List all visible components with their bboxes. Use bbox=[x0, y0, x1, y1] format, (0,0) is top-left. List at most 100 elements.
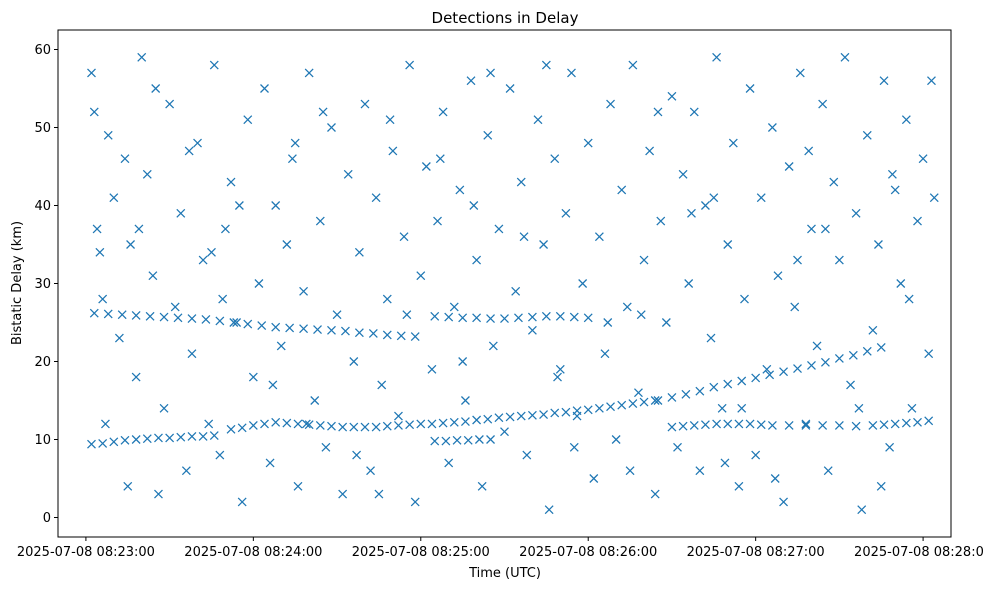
data-point bbox=[198, 431, 208, 441]
data-point bbox=[834, 421, 844, 430]
data-point bbox=[204, 419, 214, 429]
data-point bbox=[349, 422, 359, 432]
data-point bbox=[734, 481, 744, 491]
data-point bbox=[913, 417, 922, 427]
data-point bbox=[611, 435, 621, 444]
data-point bbox=[103, 309, 113, 319]
data-point bbox=[879, 420, 889, 430]
data-point bbox=[368, 328, 378, 338]
data-point bbox=[89, 107, 99, 117]
y-tick-label: 0 bbox=[43, 511, 51, 526]
data-point bbox=[469, 201, 479, 210]
data-point bbox=[639, 255, 649, 265]
data-point bbox=[198, 255, 208, 265]
data-point bbox=[617, 185, 627, 195]
data-point bbox=[396, 331, 406, 341]
data-point bbox=[653, 396, 663, 405]
data-point bbox=[514, 313, 523, 323]
data-point bbox=[315, 421, 325, 430]
data-point bbox=[248, 372, 258, 382]
data-point bbox=[840, 52, 850, 62]
data-point bbox=[486, 68, 495, 78]
data-point bbox=[594, 403, 604, 413]
data-point bbox=[176, 208, 186, 218]
data-point bbox=[430, 436, 440, 446]
data-point bbox=[756, 193, 766, 203]
data-point bbox=[678, 421, 688, 431]
data-point bbox=[338, 422, 348, 432]
data-point bbox=[159, 312, 169, 322]
data-point bbox=[154, 489, 163, 499]
data-point bbox=[402, 310, 412, 320]
data-point bbox=[452, 435, 462, 445]
data-point bbox=[315, 216, 325, 226]
data-point bbox=[767, 421, 777, 430]
x-tick-label: 2025-07-08 08:24:00 bbox=[184, 545, 322, 560]
data-point bbox=[600, 349, 610, 359]
data-point bbox=[555, 364, 565, 374]
data-point bbox=[818, 99, 828, 109]
data-point bbox=[134, 224, 144, 234]
data-point bbox=[209, 60, 219, 70]
data-point bbox=[762, 364, 772, 374]
data-point bbox=[851, 421, 861, 431]
data-point bbox=[868, 325, 878, 335]
data-point bbox=[265, 458, 275, 468]
data-point bbox=[282, 418, 292, 428]
data-point bbox=[145, 311, 155, 321]
x-tick-label: 2025-07-08 08:27:00 bbox=[687, 545, 825, 560]
data-point bbox=[773, 271, 783, 281]
data-point bbox=[382, 330, 392, 340]
data-point bbox=[374, 489, 384, 499]
data-point bbox=[159, 403, 169, 413]
data-point bbox=[823, 466, 833, 476]
data-point bbox=[734, 419, 744, 429]
data-point bbox=[569, 312, 579, 322]
data-point bbox=[123, 481, 133, 491]
data-point bbox=[848, 350, 858, 360]
data-point bbox=[767, 123, 777, 132]
data-point bbox=[857, 505, 867, 515]
data-point bbox=[131, 311, 141, 320]
data-point bbox=[142, 434, 152, 444]
data-point bbox=[740, 294, 749, 304]
data-point bbox=[460, 417, 470, 427]
data-point bbox=[717, 403, 727, 413]
data-point bbox=[667, 392, 677, 402]
data-point bbox=[477, 481, 487, 491]
data-point bbox=[343, 169, 353, 179]
data-point bbox=[834, 255, 844, 265]
data-point bbox=[505, 84, 515, 93]
data-point bbox=[268, 380, 278, 390]
data-point bbox=[712, 52, 722, 62]
data-point bbox=[737, 403, 747, 413]
data-point bbox=[927, 76, 936, 86]
data-point bbox=[684, 279, 694, 288]
data-point bbox=[472, 313, 482, 323]
data-point bbox=[352, 450, 362, 460]
data-point bbox=[441, 436, 451, 446]
data-point bbox=[449, 302, 459, 312]
data-point bbox=[405, 420, 415, 430]
data-point bbox=[458, 313, 468, 323]
data-point bbox=[207, 247, 216, 257]
data-point bbox=[645, 146, 655, 156]
data-point bbox=[516, 177, 526, 187]
data-point bbox=[628, 399, 638, 409]
data-point bbox=[327, 325, 336, 335]
data-point bbox=[681, 389, 691, 399]
data-point bbox=[340, 326, 350, 336]
data-point bbox=[712, 419, 722, 429]
data-point bbox=[687, 208, 696, 218]
data-point bbox=[553, 372, 562, 382]
data-point bbox=[310, 396, 320, 405]
data-point bbox=[220, 224, 230, 234]
data-point bbox=[304, 420, 314, 430]
data-point bbox=[405, 60, 415, 70]
data-point bbox=[444, 458, 454, 468]
data-point bbox=[918, 154, 928, 164]
data-point bbox=[89, 308, 99, 318]
data-point bbox=[689, 107, 699, 117]
data-point bbox=[299, 286, 309, 296]
data-point bbox=[673, 442, 682, 452]
